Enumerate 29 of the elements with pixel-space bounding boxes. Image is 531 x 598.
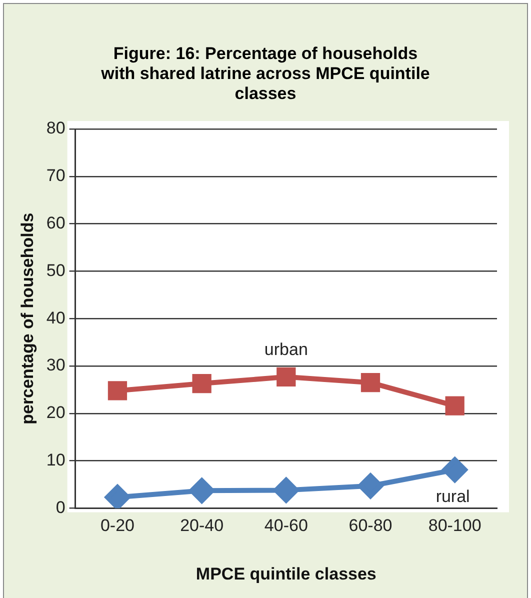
point: [274, 478, 299, 503]
y-tick-label: 40: [46, 308, 66, 328]
point: [189, 478, 214, 504]
point: [358, 473, 383, 498]
x-tick-label: 20-40: [180, 516, 224, 536]
series-label: rural: [436, 486, 470, 506]
point: [108, 381, 128, 400]
y-tick-label: 80: [46, 118, 66, 138]
y-tick-label: 10: [46, 450, 66, 470]
y-axis-title: percentage of households: [18, 212, 37, 424]
y-tick-label: 70: [46, 166, 66, 186]
point: [276, 367, 296, 386]
y-tick-label: 50: [46, 260, 66, 280]
x-tick-label: 40-60: [264, 516, 308, 536]
x-axis-title: MPCE quintile classes: [196, 564, 376, 584]
point: [360, 373, 380, 392]
series-label: urban: [264, 340, 308, 359]
point: [104, 484, 130, 508]
y-tick-label: 60: [46, 213, 66, 232]
y-tick-label: 20: [46, 403, 66, 422]
chart-title: Figure: 16: Percentage of households with shared latrine across MPCE quintile classes: [100, 44, 431, 104]
y-tick-label: 0: [56, 498, 66, 517]
x-tick-label: 80-100: [428, 516, 482, 536]
y-tick-label: 30: [46, 356, 66, 375]
point: [442, 457, 468, 482]
point: [445, 396, 464, 416]
point: [192, 374, 212, 394]
x-tick-label: 0-20: [100, 516, 134, 536]
x-tick-label: 60-80: [348, 516, 392, 536]
